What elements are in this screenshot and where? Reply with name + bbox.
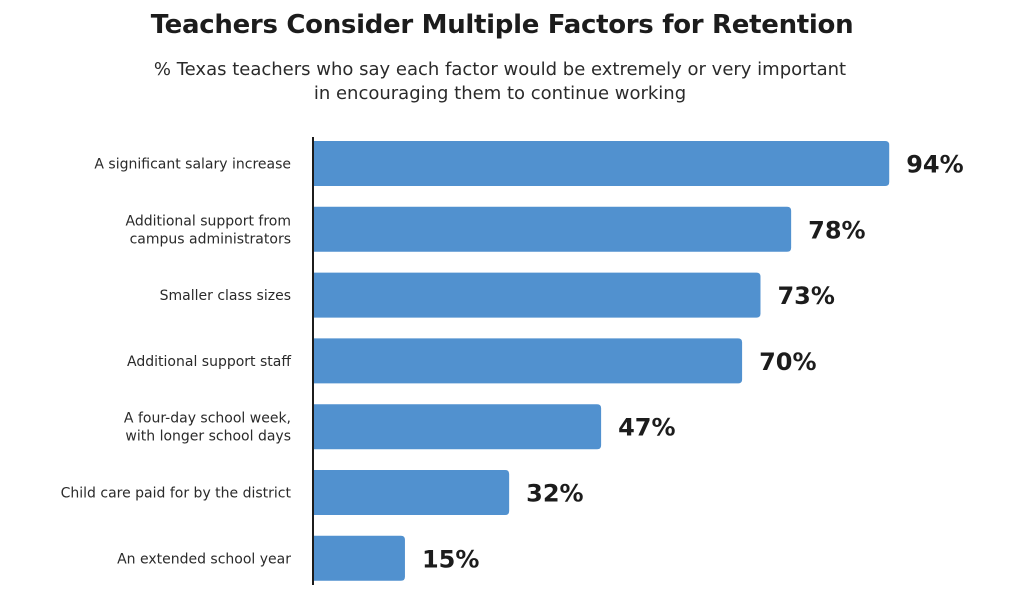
bar [313, 338, 743, 384]
category-label: Additional support from campus administra… [125, 213, 291, 247]
category-label: Additional support staff [127, 354, 291, 370]
category-label: An extended school year [117, 551, 291, 567]
value-label: 78% [808, 216, 865, 244]
category-label: A significant salary increase [94, 157, 291, 173]
chart-title: Teachers Consider Multiple Factors for R… [150, 10, 854, 40]
bar [313, 470, 510, 515]
value-label: 73% [777, 282, 834, 310]
bar [313, 272, 761, 318]
category-label: Child care paid for by the district [61, 486, 292, 502]
value-label: 32% [526, 480, 583, 508]
bar [313, 141, 890, 186]
value-label: 15% [422, 545, 479, 573]
value-label: 70% [759, 348, 816, 376]
category-label: Smaller class sizes [160, 288, 291, 304]
bar [313, 404, 602, 450]
category-label: A four-day school week, with longer schoo… [124, 411, 291, 445]
chart-subtitle: % Texas teachers who say each factor wou… [153, 59, 847, 104]
bar [313, 535, 405, 581]
value-label: 94% [906, 151, 963, 179]
bar [313, 206, 792, 252]
value-label: 47% [618, 414, 675, 442]
